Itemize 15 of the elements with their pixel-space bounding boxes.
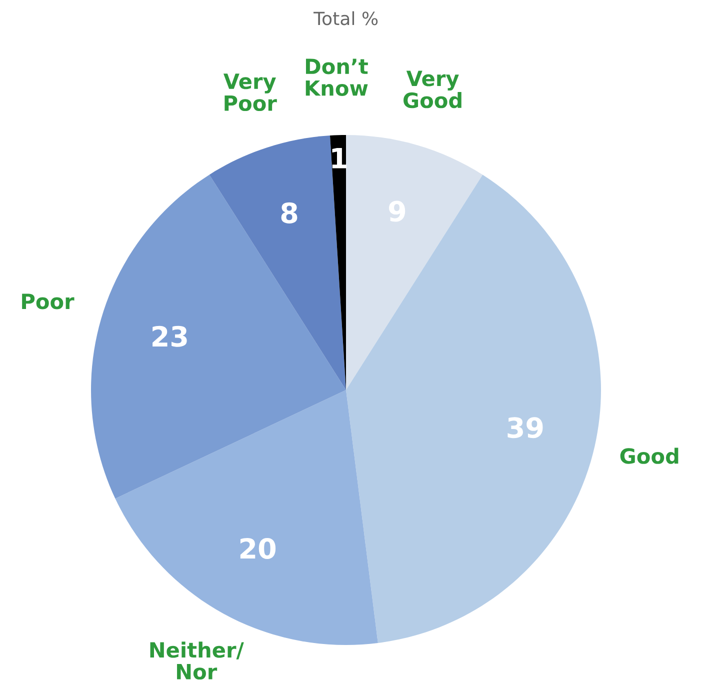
data-label: 20 <box>240 538 276 559</box>
slice-label: Poor <box>22 294 74 310</box>
data-label: 39 <box>508 417 543 438</box>
slice-label: Very Good <box>404 70 462 108</box>
data-label: 23 <box>152 326 187 347</box>
slice-label: Don’t Know <box>306 58 368 96</box>
data-label: 8 <box>281 202 298 224</box>
slice-label: Neither/ Nor <box>150 642 244 680</box>
slice-label: Good <box>620 448 678 464</box>
pie-slice <box>91 174 346 499</box>
pie-slice <box>346 174 601 643</box>
chart-title: Total % <box>314 11 378 26</box>
slice-label: Very Poor <box>223 74 277 112</box>
pie-slice <box>346 135 483 390</box>
pie-slice <box>209 136 346 390</box>
